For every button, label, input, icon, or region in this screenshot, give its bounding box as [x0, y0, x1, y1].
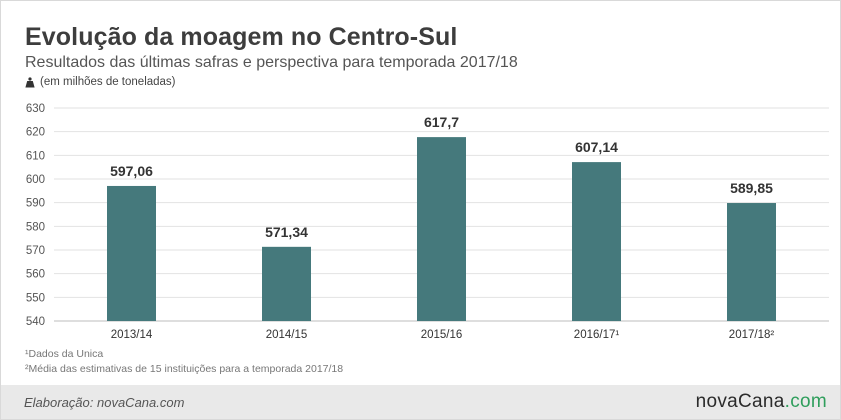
- x-tick-label: 2014/15: [266, 329, 308, 341]
- chart-title: Evolução da moagem no Centro-Sul: [25, 23, 458, 51]
- bar: [572, 162, 621, 321]
- y-tick-label: 590: [26, 198, 45, 210]
- x-tick-label: 2015/16: [421, 329, 463, 341]
- footnote-estimate: ²Média das estimativas de 15 instituiçõe…: [25, 363, 344, 375]
- footnote-source: ¹Dados da Unica: [25, 348, 104, 360]
- data-label: 607,14: [575, 139, 618, 155]
- logo-suffix: .com: [784, 391, 827, 412]
- data-label: 597,06: [110, 163, 153, 179]
- footer-bar: Elaboração: novaCana.com novaCana.com: [1, 385, 840, 419]
- credit-text: Elaboração: novaCana.com: [24, 395, 185, 410]
- unit-note: (em milhões de toneladas): [25, 76, 176, 88]
- x-axis-ticks: 2013/14 2014/15 2015/16 2016/17¹ 2017/18²: [111, 329, 775, 341]
- weight-icon: [25, 76, 35, 87]
- y-tick-label: 600: [26, 174, 45, 186]
- novacana-logo: novaCana.com: [696, 391, 827, 413]
- y-tick-label: 610: [26, 150, 45, 162]
- bar: [262, 246, 311, 321]
- data-label: 617,7: [424, 114, 459, 130]
- value-labels: 597,06 571,34 617,7 607,14 589,85: [110, 114, 773, 240]
- y-tick-label: 580: [26, 221, 45, 233]
- y-tick-label: 540: [26, 316, 45, 328]
- bar: [417, 137, 466, 321]
- bar: [727, 203, 776, 321]
- x-tick-label: 2017/18²: [729, 329, 775, 341]
- footnotes: ¹Dados da Unica ²Média das estimativas d…: [25, 347, 343, 377]
- y-axis-ticks: 540 550 560 570 580 590 600 610 620 630: [26, 103, 45, 328]
- x-tick-label: 2013/14: [111, 329, 153, 341]
- bar: [107, 185, 156, 321]
- data-label: 571,34: [265, 224, 308, 240]
- x-tick-label: 2016/17¹: [574, 329, 620, 341]
- y-tick-label: 550: [26, 292, 45, 304]
- bar-chart: 540 550 560 570 580 590 600 610 620 630 597,06 571…: [26, 103, 829, 341]
- unit-label: (em milhões de toneladas): [40, 76, 176, 88]
- y-tick-label: 630: [26, 103, 45, 115]
- y-tick-label: 560: [26, 269, 45, 281]
- bars: [107, 137, 776, 321]
- y-tick-label: 620: [26, 127, 45, 139]
- y-tick-label: 570: [26, 245, 45, 257]
- logo-main: novaCana: [695, 391, 785, 412]
- data-label: 589,85: [730, 180, 773, 196]
- chart-subtitle: Resultados das últimas safras e perspect…: [25, 54, 518, 71]
